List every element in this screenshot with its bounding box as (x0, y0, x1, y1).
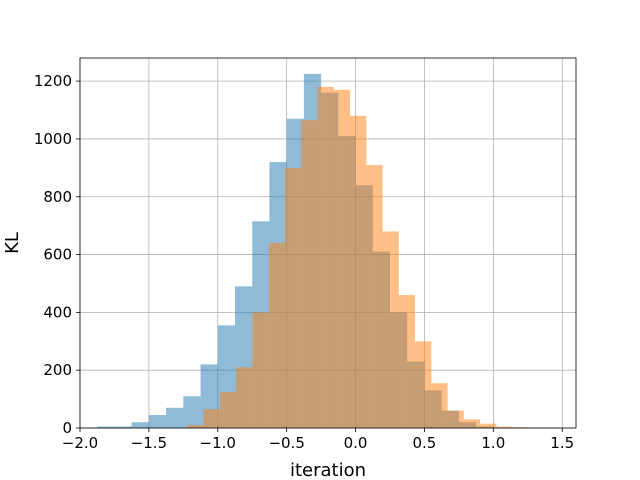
x-tick-label: −1.5 (131, 434, 167, 452)
y-tick-label: 200 (43, 361, 72, 379)
histogram-bar-series-2 (431, 383, 448, 428)
histogram-bar-series-2 (317, 86, 334, 428)
y-axis-label: KL (2, 232, 23, 254)
y-tick-label: 1200 (34, 72, 72, 90)
histogram-bar-series-2 (252, 312, 269, 428)
x-tick-label: −2.0 (62, 434, 98, 452)
y-tick-label: 600 (43, 246, 72, 264)
histogram-bar-series-2 (301, 120, 318, 428)
histogram-bar-series-2 (285, 167, 302, 428)
histogram-bar-series-2 (398, 295, 416, 428)
x-tick-label: −0.5 (268, 434, 304, 452)
histogram-bar-series-2 (203, 409, 220, 428)
histogram-bar-series-2 (219, 391, 237, 428)
x-tick-label: 0.5 (413, 434, 437, 452)
x-tick-label: −1.0 (200, 434, 236, 452)
histogram-bar-series-2 (480, 423, 497, 428)
histogram-bar-series-2 (512, 427, 529, 428)
y-tick-label: 800 (43, 188, 72, 206)
x-axis-label: iteration (290, 460, 366, 480)
histogram-bars (97, 73, 562, 428)
histogram-bar-series-2 (268, 243, 286, 428)
histogram-bar-series-2 (463, 419, 481, 428)
y-tick-label: 1000 (34, 130, 72, 148)
histogram-bar-series-2 (350, 115, 367, 428)
y-tick-label: 400 (43, 303, 72, 321)
histogram-bar-series-1 (148, 414, 167, 428)
histogram-bar-series-2 (382, 231, 399, 428)
histogram-bar-series-1 (131, 422, 149, 428)
plot-frame (79, 57, 577, 429)
histogram-bar-series-1 (97, 426, 115, 428)
histogram-bar-series-1 (183, 396, 201, 428)
histogram-bar-series-2 (366, 164, 383, 428)
x-tick-label: 1.0 (481, 434, 505, 452)
histogram-bar-series-2 (187, 425, 204, 428)
histogram-bar-series-2 (496, 426, 513, 428)
histogram-bar-series-2 (415, 341, 432, 428)
x-tick-label: 0.0 (344, 434, 368, 452)
histogram-bar-series-2 (447, 410, 464, 428)
y-tick-label: 0 (62, 419, 72, 437)
axis-ticks: −2.0 −1.5 −1.0 −0.5 0.0 0.5 1.0 1.5 0 200 400 600 80… (34, 72, 574, 452)
histogram-bar-series-1 (166, 407, 184, 428)
histogram-bar-series-2 (236, 367, 253, 428)
histogram-bar-series-2 (333, 89, 351, 428)
histogram-bar-series-1 (114, 426, 132, 428)
x-tick-label: 1.5 (550, 434, 574, 452)
